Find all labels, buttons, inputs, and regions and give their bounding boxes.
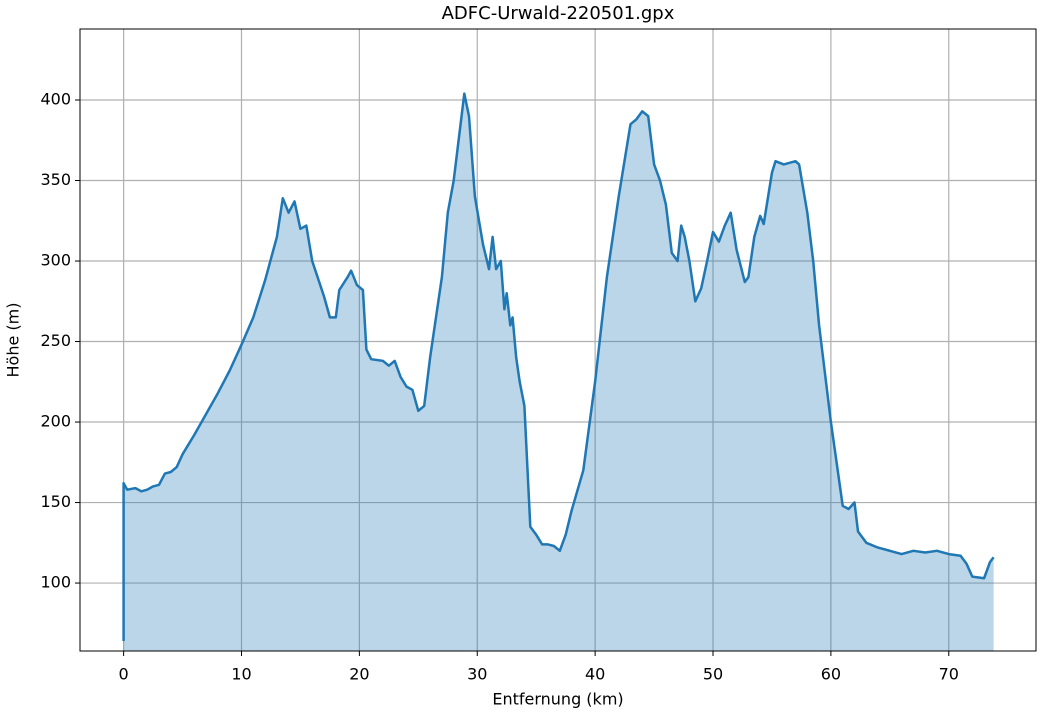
x-tick-label: 10: [231, 665, 251, 684]
y-tick-label: 400: [40, 90, 71, 109]
y-tick-label: 100: [40, 573, 71, 592]
x-tick-label: 20: [349, 665, 369, 684]
y-tick-label: 200: [40, 412, 71, 431]
x-tick-label: 30: [467, 665, 487, 684]
x-tick-label: 60: [821, 665, 841, 684]
x-tick-label: 40: [585, 665, 605, 684]
y-tick-label: 150: [40, 492, 71, 511]
x-axis-label: Entfernung (km): [492, 690, 623, 709]
x-tick-label: 70: [939, 665, 959, 684]
y-tick-label: 250: [40, 331, 71, 350]
y-axis-label: Höhe (m): [4, 303, 23, 378]
x-tick-label: 0: [119, 665, 129, 684]
plot-frame: [79, 28, 1037, 652]
y-tick-label: 350: [40, 170, 71, 189]
elevation-line: [122, 92, 995, 641]
area-fill: [123, 93, 994, 652]
chart-title: ADFC-Urwald-220501.gpx: [442, 3, 675, 24]
x-tick-label: 50: [703, 665, 723, 684]
y-tick-label: 300: [40, 251, 71, 270]
